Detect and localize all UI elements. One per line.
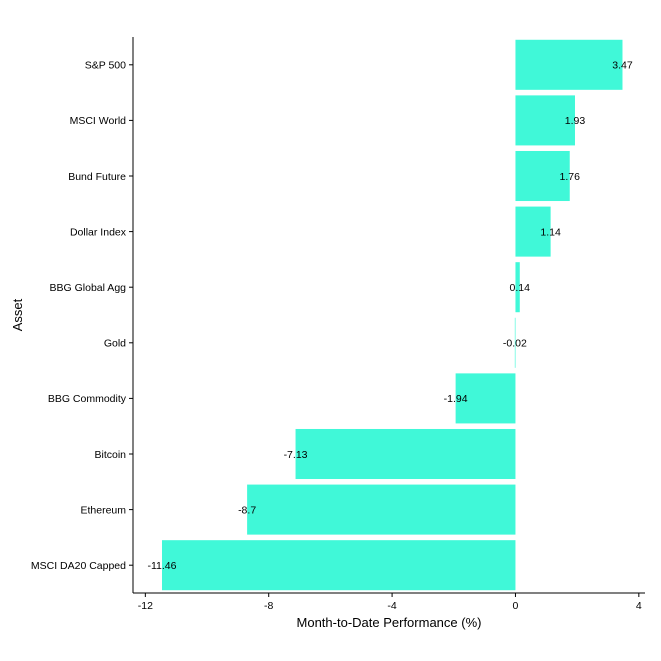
category-label-0: S&P 500 xyxy=(85,60,126,72)
category-label-9: MSCI DA20 Capped xyxy=(31,560,126,572)
data-label-7: -7.13 xyxy=(284,449,308,461)
bar-9 xyxy=(161,540,516,591)
category-label-8: Ethereum xyxy=(80,504,126,516)
data-label-8: -8.7 xyxy=(238,504,256,516)
bar-8 xyxy=(247,484,516,535)
x-tick-label-2: -4 xyxy=(387,600,396,612)
x-tick-label-1: -8 xyxy=(264,600,273,612)
y-axis-title: Asset xyxy=(10,298,25,331)
category-label-7: Bitcoin xyxy=(94,449,126,461)
category-label-1: MSCI World xyxy=(70,115,127,127)
bar-0 xyxy=(515,39,623,90)
x-axis-title: Month-to-Date Performance (%) xyxy=(297,615,482,630)
bar-5 xyxy=(514,317,516,368)
x-tick-label-4: 4 xyxy=(636,600,642,612)
data-label-3: 1.14 xyxy=(540,226,561,238)
category-label-3: Dollar Index xyxy=(70,226,127,238)
data-label-0: 3.47 xyxy=(612,60,633,72)
category-label-2: Bund Future xyxy=(68,171,126,183)
data-labels-layer: 3.47 1.93 1.76 1.14 0.14 -0.02 -1.94 -7.13 -8.7 -… xyxy=(147,60,632,572)
x-tick-label-0: -12 xyxy=(138,600,153,612)
bar-7 xyxy=(295,428,516,480)
data-label-4: 0.14 xyxy=(510,282,531,294)
bar-1 xyxy=(515,95,575,146)
category-label-6: BBG Commodity xyxy=(48,393,127,405)
data-label-5: -0.02 xyxy=(503,338,527,350)
bar-6 xyxy=(455,373,516,424)
bars-layer xyxy=(161,39,623,591)
bar-3 xyxy=(515,206,551,257)
category-label-5: Gold xyxy=(104,338,126,350)
data-label-1: 1.93 xyxy=(565,115,586,127)
data-label-2: 1.76 xyxy=(560,171,581,183)
y-axis: S&P 500 MSCI World Bund Future Dollar Index… xyxy=(31,37,134,593)
x-tick-label-3: 0 xyxy=(513,600,519,612)
bar-2 xyxy=(515,150,570,202)
data-label-9: -11.46 xyxy=(147,560,176,572)
category-label-4: BBG Global Agg xyxy=(50,282,127,294)
data-label-6: -1.94 xyxy=(444,393,468,405)
bar-4 xyxy=(515,262,520,313)
x-axis: -12 -8 -4 0 4 xyxy=(133,592,645,612)
